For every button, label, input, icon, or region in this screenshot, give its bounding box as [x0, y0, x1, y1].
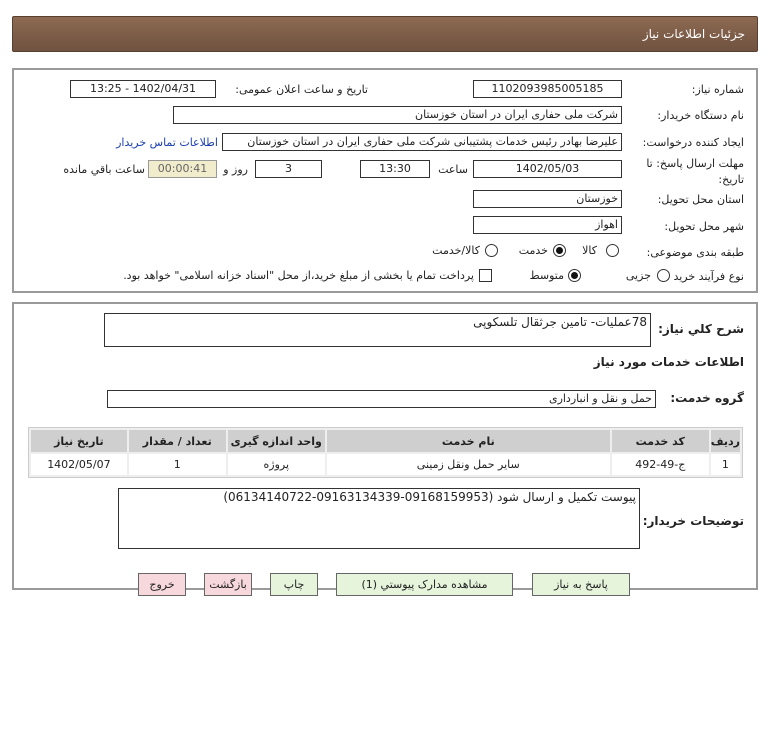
- days-field: 3: [255, 160, 322, 178]
- deadline-time-field: 13:30: [360, 160, 430, 178]
- table-header-row: ردیف کد خدمت نام خدمت واحد اندازه گیری ت…: [31, 430, 740, 452]
- exit-button[interactable]: خروج: [138, 573, 186, 596]
- services-table: ردیف کد خدمت نام خدمت واحد اندازه گیری ت…: [28, 427, 743, 478]
- cell-code: ج-49-492: [611, 454, 709, 475]
- treasury-payment-checkbox[interactable]: [479, 269, 492, 282]
- province-label: استان محل تحویل:: [657, 193, 744, 206]
- category-option-both: کالا/خدمت: [432, 244, 480, 257]
- time-label: ساعت: [438, 163, 468, 176]
- col-qty: تعداد / مقدار: [128, 430, 226, 452]
- cell-row: 1: [710, 454, 740, 475]
- category-radio-service[interactable]: [553, 244, 566, 257]
- need-info-panel: [12, 68, 758, 293]
- days-label: روز و: [223, 163, 248, 176]
- remaining-label: ساعت باقي مانده: [63, 163, 145, 176]
- process-radio-minor[interactable]: [657, 269, 670, 282]
- province-field: خوزستان: [473, 190, 622, 208]
- deadline-date-field: 1402/05/03: [473, 160, 622, 178]
- category-option-goods: کالا: [582, 244, 597, 257]
- creator-field: علیرضا بهادر رئیس خدمات پشتیبانی شرکت مل…: [222, 133, 622, 151]
- print-button[interactable]: چاپ: [270, 573, 318, 596]
- buyer-label: نام دستگاه خریدار:: [657, 109, 744, 122]
- deadline-label-2: تاریخ:: [718, 173, 744, 186]
- cell-qty: 1: [128, 454, 226, 475]
- col-name: نام خدمت: [326, 430, 610, 452]
- view-attachments-button[interactable]: مشاهده مدارک پیوستي (1): [336, 573, 513, 596]
- category-radio-both[interactable]: [485, 244, 498, 257]
- remaining-timer: 00:00:41: [148, 160, 217, 178]
- back-button[interactable]: بازگشت: [204, 573, 252, 596]
- cell-date: 1402/05/07: [31, 454, 127, 475]
- buyer-notes-label: توضیحات خریدار:: [642, 514, 744, 528]
- buyer-contact-link[interactable]: اطلاعات تماس خریدار: [116, 136, 218, 149]
- creator-label: ایجاد کننده درخواست:: [642, 136, 744, 149]
- page-header: جزئیات اطلاعات نیاز: [12, 16, 758, 52]
- category-option-service: خدمت: [518, 244, 548, 257]
- services-title: اطلاعات خدمات مورد نیاز: [593, 355, 744, 369]
- summary-field: 78عملیات- تامین جرثقال تلسکوپی: [104, 313, 651, 347]
- cell-name: سایر حمل ونقل زمینی: [326, 454, 610, 475]
- col-code: کد خدمت: [611, 430, 709, 452]
- page-title: جزئیات اطلاعات نیاز: [642, 27, 745, 41]
- reply-button[interactable]: پاسخ به نیاز: [532, 573, 630, 596]
- buyer-field: شرکت ملی حفاری ایران در استان خوزستان: [173, 106, 622, 124]
- process-option-minor: جزیی: [625, 269, 651, 282]
- process-radio-medium[interactable]: [568, 269, 581, 282]
- city-field: اهواز: [473, 216, 622, 234]
- process-label: نوع فرآیند خرید :: [666, 270, 744, 283]
- service-group-label: گروه خدمت:: [670, 391, 744, 405]
- category-label: طبقه بندی موضوعی:: [646, 246, 744, 259]
- announce-field: 1402/04/31 - 13:25: [70, 80, 216, 98]
- treasury-payment-note: پرداخت تمام یا بخشی از مبلغ خرید،از محل …: [123, 269, 474, 282]
- need-number-field: 1102093985005185: [473, 80, 622, 98]
- announce-label: تاریخ و ساعت اعلان عمومی:: [235, 83, 368, 96]
- col-row: ردیف: [710, 430, 740, 452]
- col-unit: واحد اندازه گیری: [227, 430, 325, 452]
- category-radio-goods[interactable]: [606, 244, 619, 257]
- service-group-field: حمل و نقل و انبارداری: [107, 390, 656, 408]
- buyer-notes-field: پیوست تکمیل و ارسال شود (09168159953-091…: [118, 488, 640, 549]
- deadline-label: مهلت ارسال پاسخ: تا: [646, 157, 744, 170]
- cell-unit: پروژه: [227, 454, 325, 475]
- col-date: تاریخ نیاز: [31, 430, 127, 452]
- table-row: 1 ج-49-492 سایر حمل ونقل زمینی پروژه 1 1…: [31, 454, 740, 475]
- summary-label: شرح کلي نياز:: [658, 322, 744, 336]
- city-label: شهر محل تحویل:: [664, 220, 744, 233]
- need-number-label: شماره نیاز:: [691, 83, 744, 96]
- process-option-medium: متوسط: [529, 269, 564, 282]
